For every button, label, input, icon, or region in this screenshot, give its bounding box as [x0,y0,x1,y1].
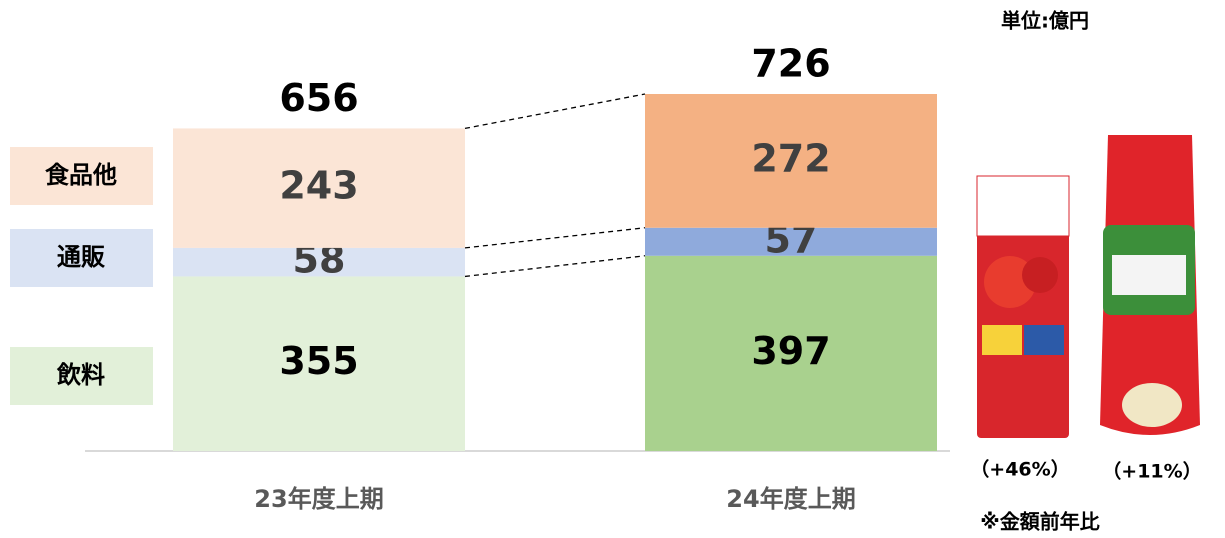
total-label: 726 [751,42,830,86]
x-tick-label: 24年度上期 [726,485,855,513]
note: ※金額前年比 [980,510,1099,534]
chart: 単位:億円 （+46%） （+11%） ※金額前年比 3555824365623… [0,0,1225,538]
legend-label: 通販 [57,243,106,271]
value-label: 272 [751,136,830,180]
value-label: 243 [279,164,358,208]
unit-label: 単位:億円 [1001,9,1089,33]
legend-label: 食品他 [45,161,117,189]
connector-line [465,228,645,248]
growth-label: （+11%） [1102,460,1201,483]
growth-label: （+46%） [970,458,1069,481]
value-label: 355 [279,339,358,383]
product-ketchup [1100,135,1200,435]
legend-label: 飲料 [56,361,105,389]
product-juice [977,176,1069,438]
value-label: 397 [751,329,830,373]
total-label: 656 [279,76,358,120]
connector-line [465,256,645,277]
x-tick-label: 23年度上期 [254,485,383,513]
connector-line [465,94,645,128]
